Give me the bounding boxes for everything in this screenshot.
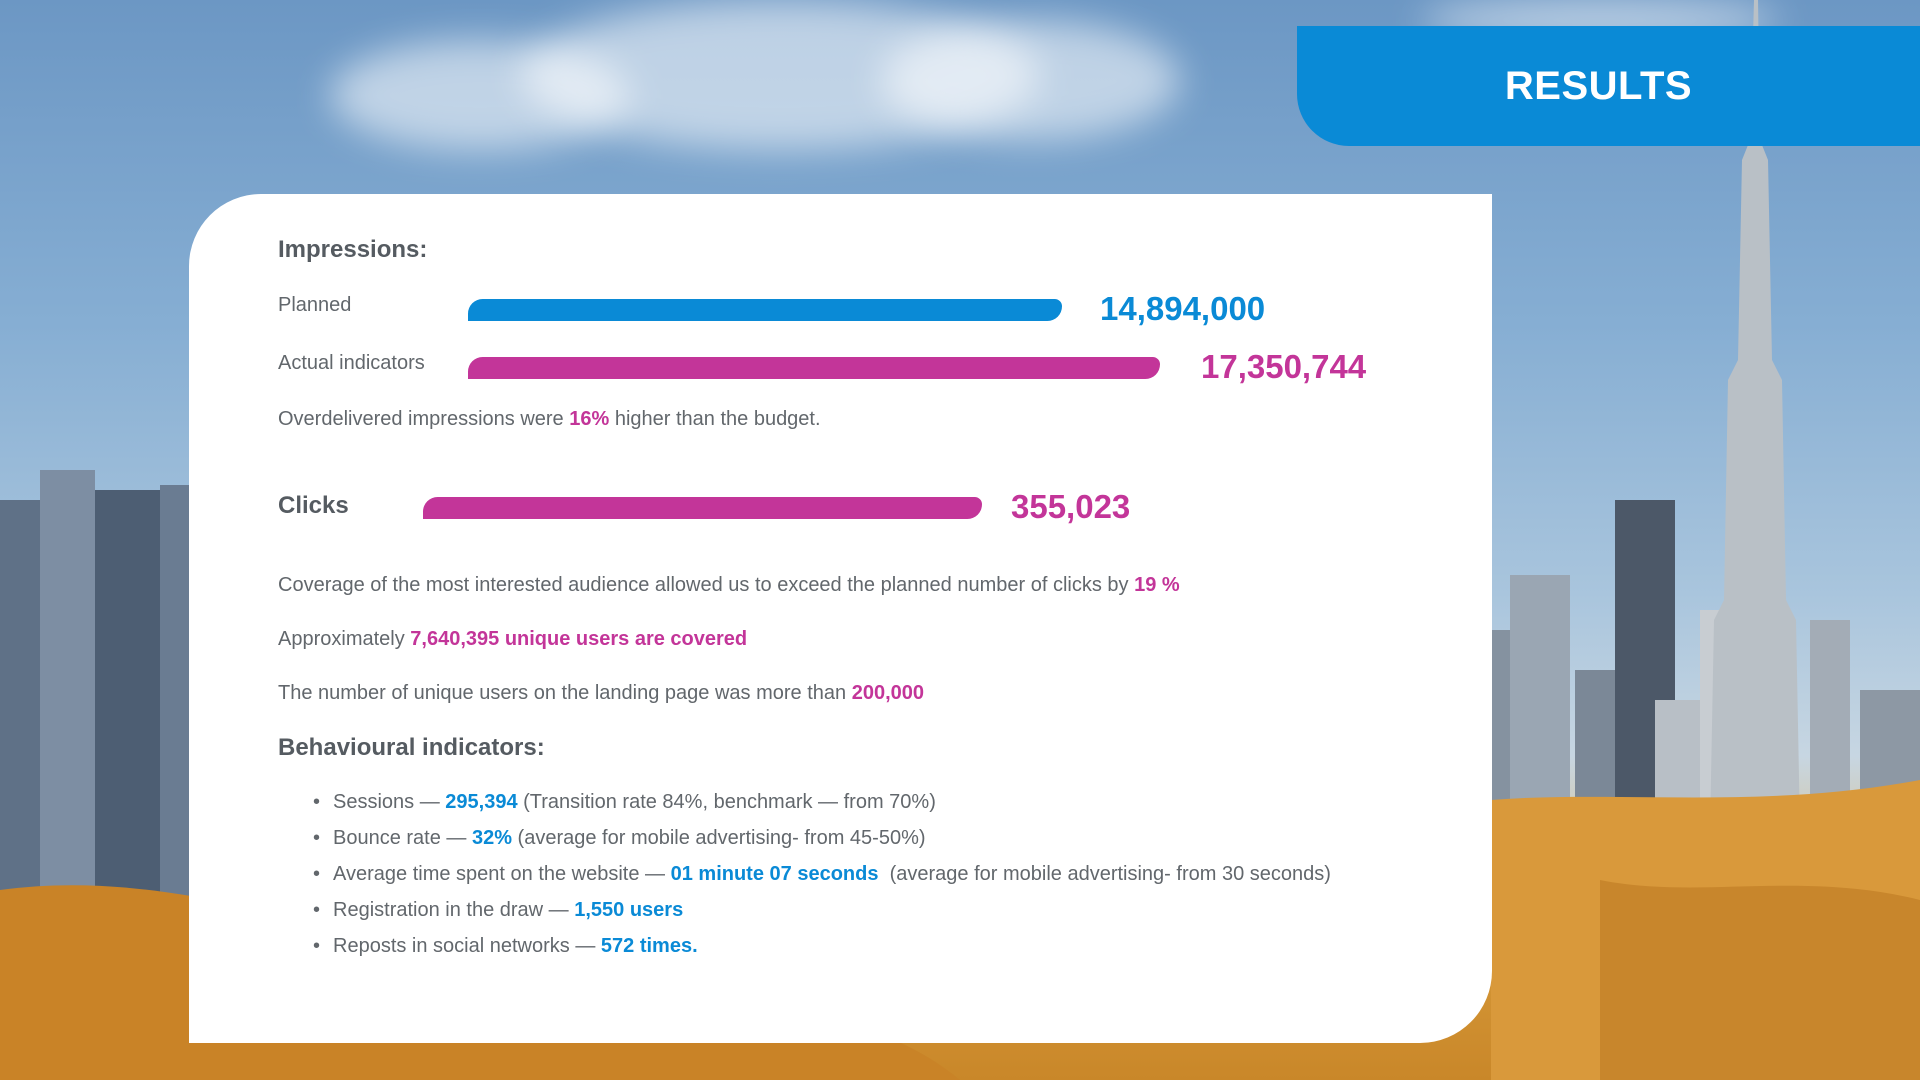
item-highlight: 32% bbox=[471, 827, 512, 849]
actual-label: Actual indicators bbox=[278, 352, 425, 374]
page-title: RESULTS bbox=[1504, 63, 1693, 108]
statement-unique-users: Approximately 7,640,395 unique users are… bbox=[278, 628, 747, 651]
item-highlight: 572 times. bbox=[600, 935, 698, 957]
item-text: Reposts in social networks — bbox=[333, 935, 601, 957]
item-suffix: (Transition rate 84%, benchmark — from 7… bbox=[517, 791, 936, 813]
behavioural-list: Sessions — 295,394 (Transition rate 84%,… bbox=[313, 784, 1331, 964]
impressions-note: Overdelivered impressions were 16% highe… bbox=[278, 408, 821, 431]
planned-label: Planned bbox=[278, 294, 352, 316]
item-highlight: 295,394 bbox=[445, 791, 518, 813]
impressions-heading: Impressions: bbox=[278, 236, 428, 263]
statement-clicks-exceeded: Coverage of the most interested audience… bbox=[278, 574, 1180, 597]
actual-value: 17,350,744 bbox=[1201, 348, 1367, 385]
impressions-note-text: Overdelivered impressions were bbox=[278, 408, 570, 430]
item-text: Registration in the draw — bbox=[333, 899, 575, 921]
clicks-value: 355,023 bbox=[1011, 488, 1131, 525]
list-item: Bounce rate — 32% (average for mobile ad… bbox=[313, 820, 1331, 856]
clicks-bar bbox=[423, 497, 982, 519]
item-highlight: 1,550 users bbox=[574, 899, 684, 921]
list-item: Sessions — 295,394 (Transition rate 84%,… bbox=[313, 784, 1331, 820]
impressions-note-highlight: 16% bbox=[569, 408, 610, 430]
item-text: Sessions — bbox=[333, 791, 446, 813]
actual-bar bbox=[468, 357, 1160, 379]
statement-text: Approximately bbox=[278, 628, 411, 650]
planned-value: 14,894,000 bbox=[1100, 290, 1266, 327]
item-suffix: (average for mobile advertising- from 30… bbox=[878, 863, 1331, 885]
planned-bar bbox=[468, 299, 1062, 321]
item-highlight: 01 minute 07 seconds bbox=[670, 863, 879, 885]
list-item: Registration in the draw — 1,550 users bbox=[313, 892, 1331, 928]
clicks-label: Clicks bbox=[278, 492, 349, 519]
item-suffix: (average for mobile advertising- from 45… bbox=[512, 827, 926, 849]
statement-text: Coverage of the most interested audience… bbox=[278, 574, 1135, 596]
results-card: Impressions: Planned 14,894,000 Actual i… bbox=[189, 194, 1492, 1043]
statement-text: The number of unique users on the landin… bbox=[278, 682, 852, 704]
list-item: Average time spent on the website — 01 m… bbox=[313, 856, 1331, 892]
statement-landing-users: The number of unique users on the landin… bbox=[278, 682, 924, 705]
item-text: Average time spent on the website — bbox=[333, 863, 671, 885]
statement-highlight: 7,640,395 unique users are covered bbox=[410, 628, 748, 650]
item-text: Bounce rate — bbox=[333, 827, 472, 849]
results-header: RESULTS bbox=[1297, 26, 1920, 146]
statement-highlight: 200,000 bbox=[851, 682, 924, 704]
impressions-note-suffix: higher than the budget. bbox=[609, 408, 821, 430]
behavioural-heading: Behavioural indicators: bbox=[278, 734, 545, 761]
statement-highlight: 19 % bbox=[1134, 574, 1180, 596]
list-item: Reposts in social networks — 572 times. bbox=[313, 928, 1331, 964]
